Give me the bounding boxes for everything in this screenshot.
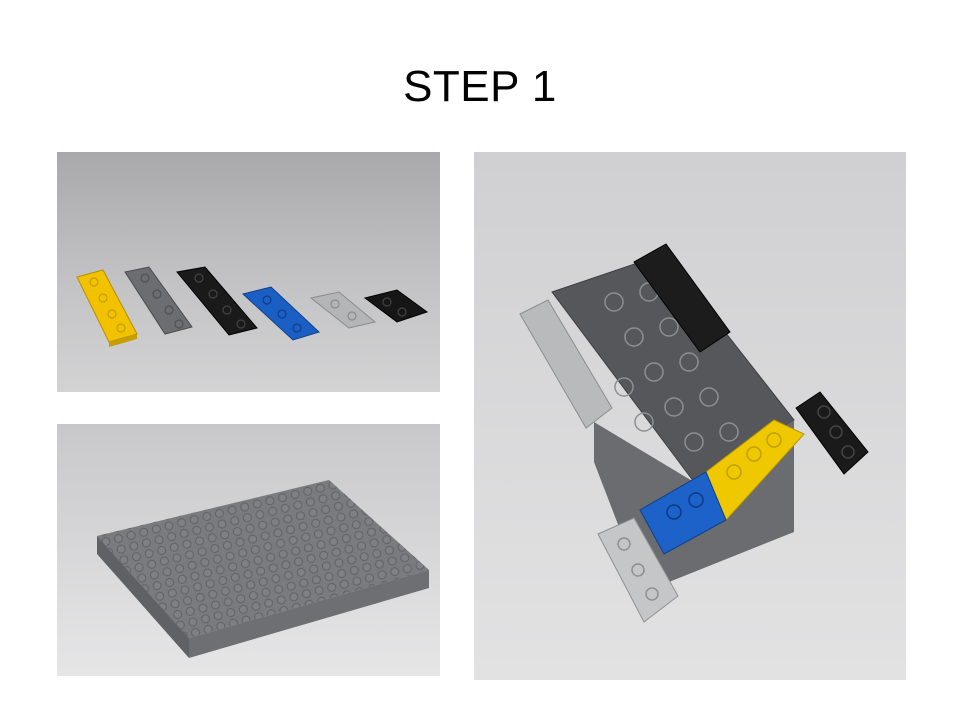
slide-title: STEP 1: [403, 62, 557, 111]
photo-baseplate: [57, 424, 440, 676]
photo-plates: [57, 152, 440, 392]
photo-assembly: [474, 152, 906, 680]
